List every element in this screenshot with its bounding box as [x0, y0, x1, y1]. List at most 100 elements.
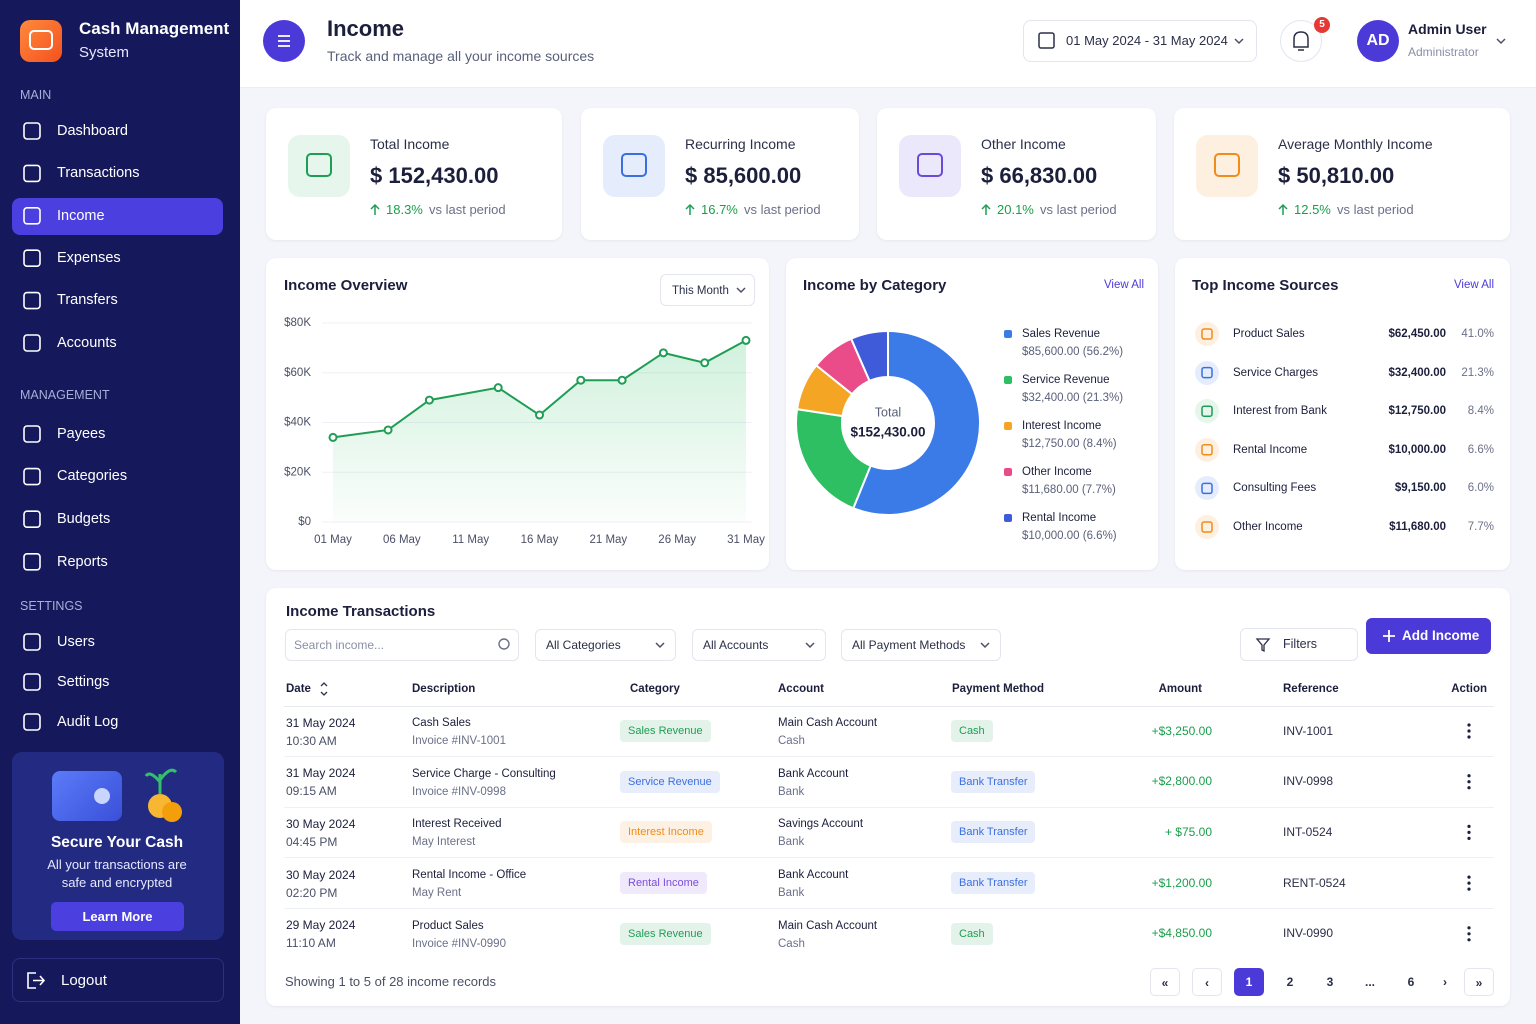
page-button[interactable]: »: [1464, 968, 1494, 996]
text: 20.1%: [997, 201, 1034, 217]
text: vs last period: [429, 201, 506, 217]
page-button[interactable]: ‹: [1192, 968, 1222, 996]
text: + $75.00: [1164, 825, 1212, 839]
nav-item[interactable]: Users: [57, 633, 95, 650]
row-divider: [284, 756, 1494, 757]
text: Interest from Bank: [1233, 405, 1327, 418]
text: System: [79, 43, 130, 61]
text: 10:30 AM: [286, 733, 337, 748]
nav-item[interactable]: Budgets: [57, 511, 111, 528]
nav-item[interactable]: Income: [57, 207, 105, 224]
text: $32,400.00: [1388, 366, 1446, 379]
text: Income Transactions: [286, 602, 436, 620]
nav-item[interactable]: Settings: [57, 673, 110, 690]
text: Invoice #INV-0990: [412, 937, 506, 950]
stat-icon: [1196, 135, 1258, 197]
text: 6.0%: [1467, 482, 1494, 495]
text: 12.5%: [1294, 201, 1331, 217]
text: Search income...: [294, 637, 385, 652]
stat-icon: [603, 135, 665, 197]
legend-label: Interest Income: [1022, 419, 1102, 432]
page-button[interactable]: 1: [1234, 968, 1264, 996]
page-button[interactable]: 3: [1326, 975, 1334, 989]
text: 04:45 PM: [286, 835, 338, 849]
column-header: Description: [412, 682, 476, 695]
page-button[interactable]: 6: [1407, 975, 1415, 989]
text: INV-1001: [1283, 723, 1334, 738]
nav-item[interactable]: Accounts: [57, 334, 117, 351]
source-icon: [1195, 322, 1219, 346]
text: 21.3%: [1461, 366, 1494, 379]
topbar: [240, 0, 1536, 88]
text: Recurring Income: [685, 136, 796, 153]
text: 18.3%: [386, 201, 423, 217]
text: 41.0%: [1461, 327, 1494, 340]
page-button[interactable]: 2: [1286, 975, 1294, 989]
filter-dropdown[interactable]: [535, 629, 676, 661]
text: All Accounts: [703, 637, 769, 652]
view-all-link[interactable]: View All: [1103, 278, 1144, 291]
text: Top Income Sources: [1192, 276, 1339, 294]
text: Other Income: [1233, 520, 1303, 533]
text: May Rent: [412, 887, 462, 900]
nav-item[interactable]: Categories: [57, 468, 128, 485]
text: INV-0998: [1283, 774, 1334, 789]
column-header: Date: [286, 682, 311, 695]
text: 29 May 2024: [286, 918, 356, 933]
text: May Interest: [412, 836, 476, 849]
text: 30 May 2024: [286, 817, 356, 831]
text: +$2,800.00: [1151, 774, 1212, 789]
nav-item[interactable]: Payees: [57, 425, 106, 442]
legend-value: $12,750.00 (8.4%): [1022, 437, 1117, 450]
legend-dot: [1004, 376, 1012, 384]
text: All Payment Methods: [852, 637, 966, 652]
text: Rental Income: [1233, 443, 1308, 456]
nav-item[interactable]: Transactions: [57, 165, 140, 182]
filter-dropdown[interactable]: [841, 629, 1001, 661]
text: Main Cash Account: [778, 716, 878, 729]
text: Add Income: [1402, 627, 1480, 643]
column-header: Account: [778, 682, 824, 695]
nav-item[interactable]: Reports: [57, 553, 108, 570]
text: 01 May 2024 - 31 May 2024: [1066, 32, 1228, 48]
column-header: Action: [1451, 682, 1487, 695]
promo-button[interactable]: Learn More: [51, 902, 184, 931]
nav-item[interactable]: Transfers: [57, 292, 118, 309]
nav-item[interactable]: Dashboard: [57, 122, 128, 139]
date-picker[interactable]: [1023, 20, 1257, 62]
page-button[interactable]: ›: [1443, 975, 1447, 989]
section-title: MANAGEMENT: [20, 388, 110, 403]
text: Total Income: [370, 136, 450, 153]
nav-item[interactable]: Audit Log: [57, 713, 119, 730]
text: 31 May 2024: [286, 766, 356, 781]
menu-button[interactable]: [263, 20, 305, 62]
avatar[interactable]: AD: [1357, 20, 1399, 62]
source-icon: [1195, 515, 1219, 539]
page-button[interactable]: «: [1150, 968, 1180, 996]
pill: Sales Revenue: [620, 922, 711, 945]
search-box[interactable]: [285, 629, 519, 661]
filters-button[interactable]: [1240, 628, 1358, 661]
column-header: Category: [630, 682, 680, 695]
text: 6.6%: [1467, 443, 1494, 456]
text: Bank: [778, 836, 805, 849]
column-header: Payment Method: [952, 682, 1045, 695]
nav-item[interactable]: Expenses: [57, 250, 121, 267]
text: 09:15 AM: [286, 784, 337, 799]
text: Income: [327, 15, 405, 41]
text: Service Charge - Consulting: [412, 767, 556, 780]
legend-value: $32,400.00 (21.3%): [1022, 391, 1124, 404]
page-button[interactable]: ...: [1364, 975, 1375, 989]
text: vs last period: [744, 201, 821, 217]
logout-button[interactable]: Logout: [61, 971, 107, 989]
pill: Cash: [951, 720, 993, 742]
filter-dropdown[interactable]: [692, 629, 826, 661]
promo-safe: [52, 771, 122, 821]
row-divider: [284, 857, 1494, 859]
text: Income Overview: [284, 276, 408, 294]
text: Product Sales: [1233, 327, 1305, 340]
pill: Sales Revenue: [620, 720, 711, 742]
text: 16.7%: [701, 201, 738, 217]
view-all-link[interactable]: View All: [1453, 278, 1494, 291]
